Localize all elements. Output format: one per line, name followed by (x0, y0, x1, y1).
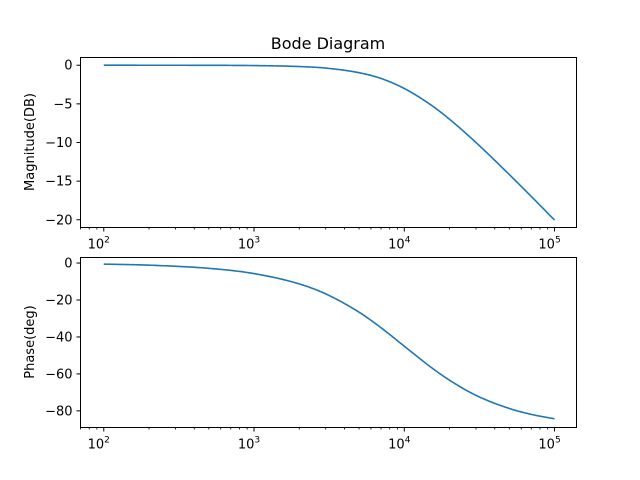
magnitude-y-tick-label: −5 (53, 97, 72, 112)
phase-y-tick-label: 0 (64, 257, 72, 272)
phase-x-tick-exponent: 2 (104, 436, 110, 446)
magnitude-x-tick-base: 10 (238, 238, 255, 253)
phase-x-tick-base: 10 (238, 438, 255, 453)
magnitude-x-tick-label: 105 (538, 236, 560, 253)
phase-series (103, 263, 555, 420)
phase-x-tick-base: 10 (538, 438, 555, 453)
magnitude-x-tick-exponent: 2 (104, 236, 110, 246)
magnitude-x-tick-exponent: 4 (405, 236, 411, 246)
magnitude-y-label: Magnitude(DB) (23, 93, 38, 191)
magnitude-y-tick-label: −15 (45, 175, 72, 190)
magnitude-y-tick-label: −10 (45, 136, 72, 151)
phase-plot-frame (80, 257, 577, 428)
magnitude-x-tick-base: 10 (388, 238, 405, 253)
magnitude-plot-frame (80, 57, 577, 228)
magnitude-x-tick-label: 104 (388, 236, 411, 253)
phase-y-tick-label: −80 (45, 404, 72, 419)
phase-y-tick-label: −20 (45, 294, 72, 309)
phase-x-tick-exponent: 3 (254, 436, 260, 446)
chart-title: Bode Diagram (271, 34, 386, 53)
magnitude-x-tick-label: 102 (88, 236, 110, 253)
magnitude-x-tick-label: 103 (238, 236, 260, 253)
magnitude-y-tick-label: −20 (45, 213, 72, 228)
magnitude-series-line (103, 64, 556, 221)
magnitude-x-tick-exponent: 5 (555, 236, 561, 246)
magnitude-series (103, 64, 556, 221)
magnitude-y-tick-label: 0 (64, 59, 72, 74)
magnitude-x-tick-exponent: 3 (254, 236, 260, 246)
phase-x-tick-label: 102 (88, 436, 110, 453)
phase-x-tick-exponent: 4 (405, 436, 411, 446)
phase-series-line (103, 263, 555, 420)
phase-x-tick-base: 10 (388, 438, 405, 453)
phase-y-tick-label: −60 (45, 367, 72, 382)
magnitude-x-tick-base: 10 (88, 238, 105, 253)
phase-x-tick-label: 104 (388, 436, 411, 453)
phase-y-tick-label: −40 (45, 330, 72, 345)
phase-x-tick-label: 103 (238, 436, 260, 453)
phase-x-tick-base: 10 (88, 438, 105, 453)
magnitude-x-tick-base: 10 (538, 238, 555, 253)
phase-y-label: Phase(deg) (23, 305, 38, 378)
phase-x-tick-exponent: 5 (555, 436, 561, 446)
phase-x-tick-label: 105 (538, 436, 560, 453)
